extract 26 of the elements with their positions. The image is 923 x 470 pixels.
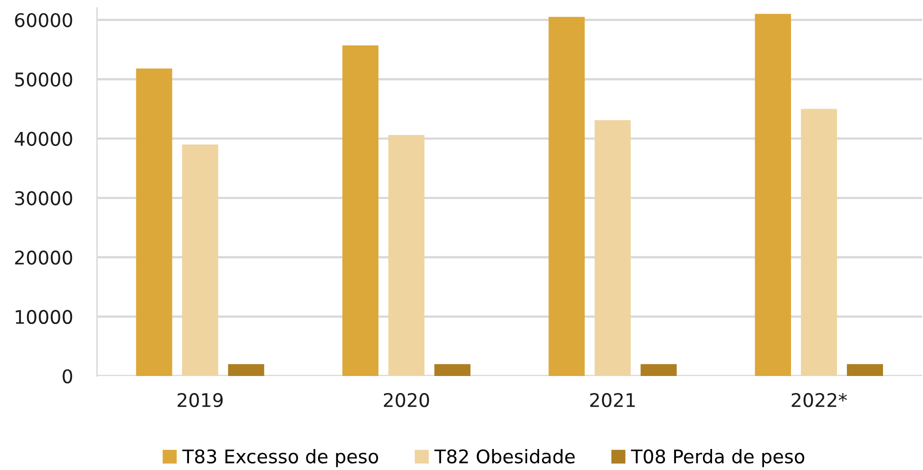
bar [136, 68, 172, 376]
bar [800, 108, 837, 376]
bar [228, 364, 264, 376]
y-tick-label: 40000 [14, 132, 72, 146]
x-tick-label: 2022* [792, 393, 847, 408]
bar [640, 364, 677, 376]
legend-label: T08 Perda de peso [630, 448, 804, 468]
bar [434, 364, 470, 376]
x-tick-label: 2021 [590, 393, 635, 408]
y-tick-label: 10000 [16, 310, 72, 324]
bar [846, 364, 883, 376]
bar [548, 16, 585, 376]
y-tick-label: 0 [62, 369, 72, 384]
legend-label: T82 Obesidade [434, 448, 575, 464]
x-tick-label: 2019 [178, 393, 223, 408]
bar [182, 144, 218, 376]
y-tick-label: 20000 [15, 250, 72, 265]
bar [388, 135, 424, 376]
bar [754, 14, 791, 376]
bar [594, 120, 631, 376]
x-tick-label: 2020 [384, 393, 430, 408]
y-tick-label: 30000 [15, 191, 72, 206]
y-tick-label: 60000 [15, 13, 72, 28]
bar [342, 45, 378, 376]
legend-label: T83 Excesso de peso [182, 448, 378, 468]
y-tick-label: 50000 [15, 72, 72, 87]
